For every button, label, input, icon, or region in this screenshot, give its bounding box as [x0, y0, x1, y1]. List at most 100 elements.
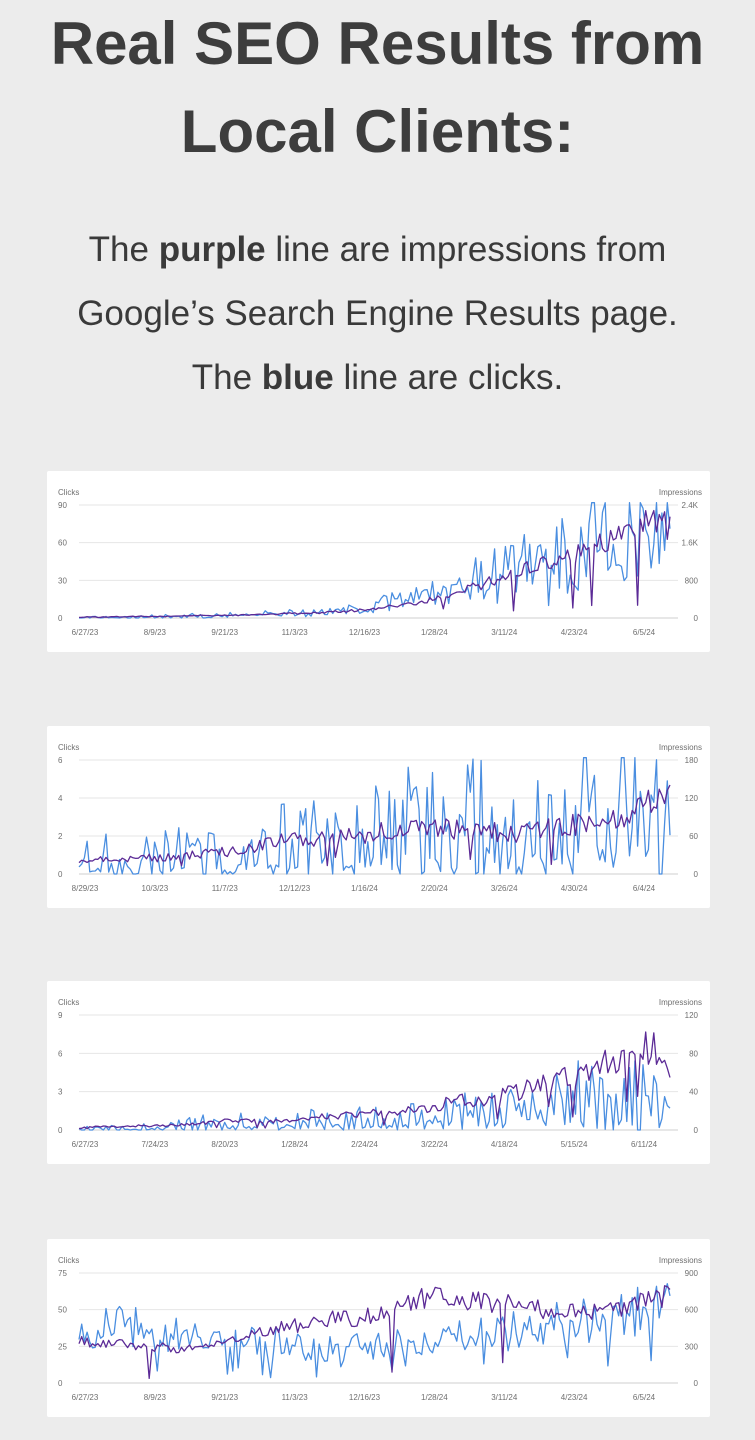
left-axis-title: Clicks	[58, 1256, 79, 1265]
x-tick-label: 2/24/24	[351, 1140, 378, 1149]
purple-keyword: purple	[158, 230, 266, 269]
right-tick-label: 80	[689, 1049, 698, 1058]
impressions-series-line	[78, 509, 671, 619]
x-tick-label: 1/28/24	[421, 1393, 448, 1402]
chart-card-4: Clicks Impressions 75 900 50 600 25 300 0 0 6/27/2…	[47, 1239, 710, 1417]
x-tick-label: 6/11/24	[631, 1140, 658, 1149]
intro-line-3-pre: The	[191, 358, 262, 397]
page-title: Real SEO Results from Local Clients:	[0, 0, 755, 176]
right-axis-title: Impressions	[659, 488, 702, 497]
performance-chart-3: Clicks Impressions 9 120 6 80 3 40 0 0 6/27/23 7/24…	[58, 998, 702, 1149]
left-tick-label: 2	[58, 832, 63, 841]
x-tick-label: 9/21/23	[211, 1393, 238, 1402]
x-tick-label: 3/11/24	[491, 628, 518, 637]
performance-chart-1: Clicks Impressions 90 2.4K 60 1.6K 30 800 0 0 6/27…	[58, 488, 702, 637]
left-axis-title: Clicks	[58, 743, 79, 752]
right-tick-label: 2.4K	[682, 501, 699, 510]
left-axis-title: Clicks	[58, 998, 79, 1007]
x-tick-label: 12/12/23	[279, 884, 311, 893]
right-tick-label: 300	[685, 1342, 699, 1351]
right-tick-label: 800	[685, 576, 699, 585]
x-tick-label: 5/15/24	[561, 1140, 588, 1149]
left-tick-label: 6	[58, 1049, 63, 1058]
x-tick-label: 11/3/23	[282, 628, 309, 637]
right-axis-title: Impressions	[659, 998, 702, 1007]
x-tick-label: 6/5/24	[633, 628, 656, 637]
x-tick-label: 1/28/24	[421, 628, 448, 637]
left-tick-label: 50	[58, 1306, 67, 1315]
performance-chart-2: Clicks Impressions 6 180 4 120 2 60 0 0 8/29/23 10/…	[58, 743, 702, 893]
x-tick-label: 6/5/24	[633, 1393, 656, 1402]
x-tick-label: 8/9/23	[144, 628, 167, 637]
x-tick-label: 11/7/23	[212, 884, 239, 893]
right-tick-label: 60	[689, 832, 698, 841]
x-tick-label: 6/4/24	[633, 884, 656, 893]
intro-line-1: The purple line are impressions from	[0, 218, 755, 282]
blue-keyword: blue	[261, 358, 334, 397]
page-title-line-1: Real SEO Results from	[50, 10, 705, 77]
x-tick-label: 3/26/24	[491, 884, 518, 893]
x-tick-label: 1/16/24	[351, 884, 378, 893]
chart-card-3: Clicks Impressions 9 120 6 80 3 40 0 0 6/27/23 7/24…	[47, 981, 710, 1164]
left-tick-label: 0	[58, 614, 63, 623]
performance-chart-4: Clicks Impressions 75 900 50 600 25 300 0 0 6/27/2…	[58, 1256, 702, 1402]
x-tick-label: 10/3/23	[142, 884, 169, 893]
chart-card-1: Clicks Impressions 90 2.4K 60 1.6K 30 800 0 0 6/27…	[47, 471, 710, 652]
chart-card-2: Clicks Impressions 6 180 4 120 2 60 0 0 8/29/23 10/…	[47, 726, 710, 908]
x-tick-label: 6/27/23	[72, 1140, 99, 1149]
left-tick-label: 0	[58, 870, 63, 879]
impressions-series-line	[78, 1031, 671, 1130]
x-tick-label: 3/11/24	[491, 1393, 518, 1402]
x-tick-label: 6/27/23	[72, 628, 99, 637]
left-tick-label: 30	[58, 576, 67, 585]
clicks-series-line	[78, 1060, 671, 1131]
right-axis-title: Impressions	[659, 1256, 702, 1265]
right-tick-label: 180	[685, 756, 699, 765]
intro-line-3: The blue line are clicks.	[0, 346, 755, 410]
x-tick-label: 8/20/23	[211, 1140, 238, 1149]
x-tick-label: 4/18/24	[491, 1140, 518, 1149]
right-tick-label: 600	[685, 1306, 699, 1315]
left-tick-label: 25	[58, 1342, 67, 1351]
left-tick-label: 6	[58, 756, 63, 765]
right-tick-label: 900	[685, 1269, 699, 1278]
intro-line-1-pre: The	[88, 230, 159, 269]
right-tick-label: 40	[689, 1088, 698, 1097]
right-tick-label: 0	[694, 1379, 699, 1388]
clicks-series-line	[78, 757, 671, 875]
left-tick-label: 9	[58, 1011, 63, 1020]
x-tick-label: 7/24/23	[142, 1140, 169, 1149]
clicks-series-line	[79, 502, 671, 619]
right-tick-label: 1.6K	[682, 539, 699, 548]
left-tick-label: 0	[58, 1379, 63, 1388]
x-tick-label: 4/23/24	[561, 628, 588, 637]
right-tick-label: 120	[685, 794, 699, 803]
x-tick-label: 12/16/23	[349, 628, 381, 637]
x-tick-label: 1/28/24	[281, 1140, 308, 1149]
right-tick-label: 0	[694, 870, 699, 879]
x-tick-label: 3/22/24	[421, 1140, 448, 1149]
right-tick-label: 0	[694, 614, 699, 623]
impressions-series-line	[78, 784, 671, 867]
x-tick-label: 12/16/23	[349, 1393, 381, 1402]
right-tick-label: 120	[685, 1011, 699, 1020]
intro-line-2: Google’s Search Engine Results page.	[77, 294, 678, 333]
right-axis-title: Impressions	[659, 743, 702, 752]
left-tick-label: 3	[58, 1088, 63, 1097]
x-tick-label: 6/27/23	[72, 1393, 99, 1402]
left-tick-label: 0	[58, 1126, 63, 1135]
clicks-series-line	[78, 1283, 671, 1379]
right-tick-label: 0	[694, 1126, 699, 1135]
intro-line-1-post: line are impressions from	[265, 230, 667, 269]
intro-line-3-post: line are clicks.	[333, 358, 564, 397]
page-title-line-2: Local Clients:	[180, 98, 575, 165]
impressions-series-line	[78, 1285, 671, 1380]
x-tick-label: 4/30/24	[561, 884, 588, 893]
left-tick-label: 90	[58, 501, 67, 510]
x-tick-label: 8/29/23	[72, 884, 99, 893]
left-tick-label: 60	[58, 539, 67, 548]
left-tick-label: 75	[58, 1269, 67, 1278]
left-axis-title: Clicks	[58, 488, 79, 497]
x-tick-label: 9/21/23	[211, 628, 238, 637]
x-tick-label: 4/23/24	[561, 1393, 588, 1402]
